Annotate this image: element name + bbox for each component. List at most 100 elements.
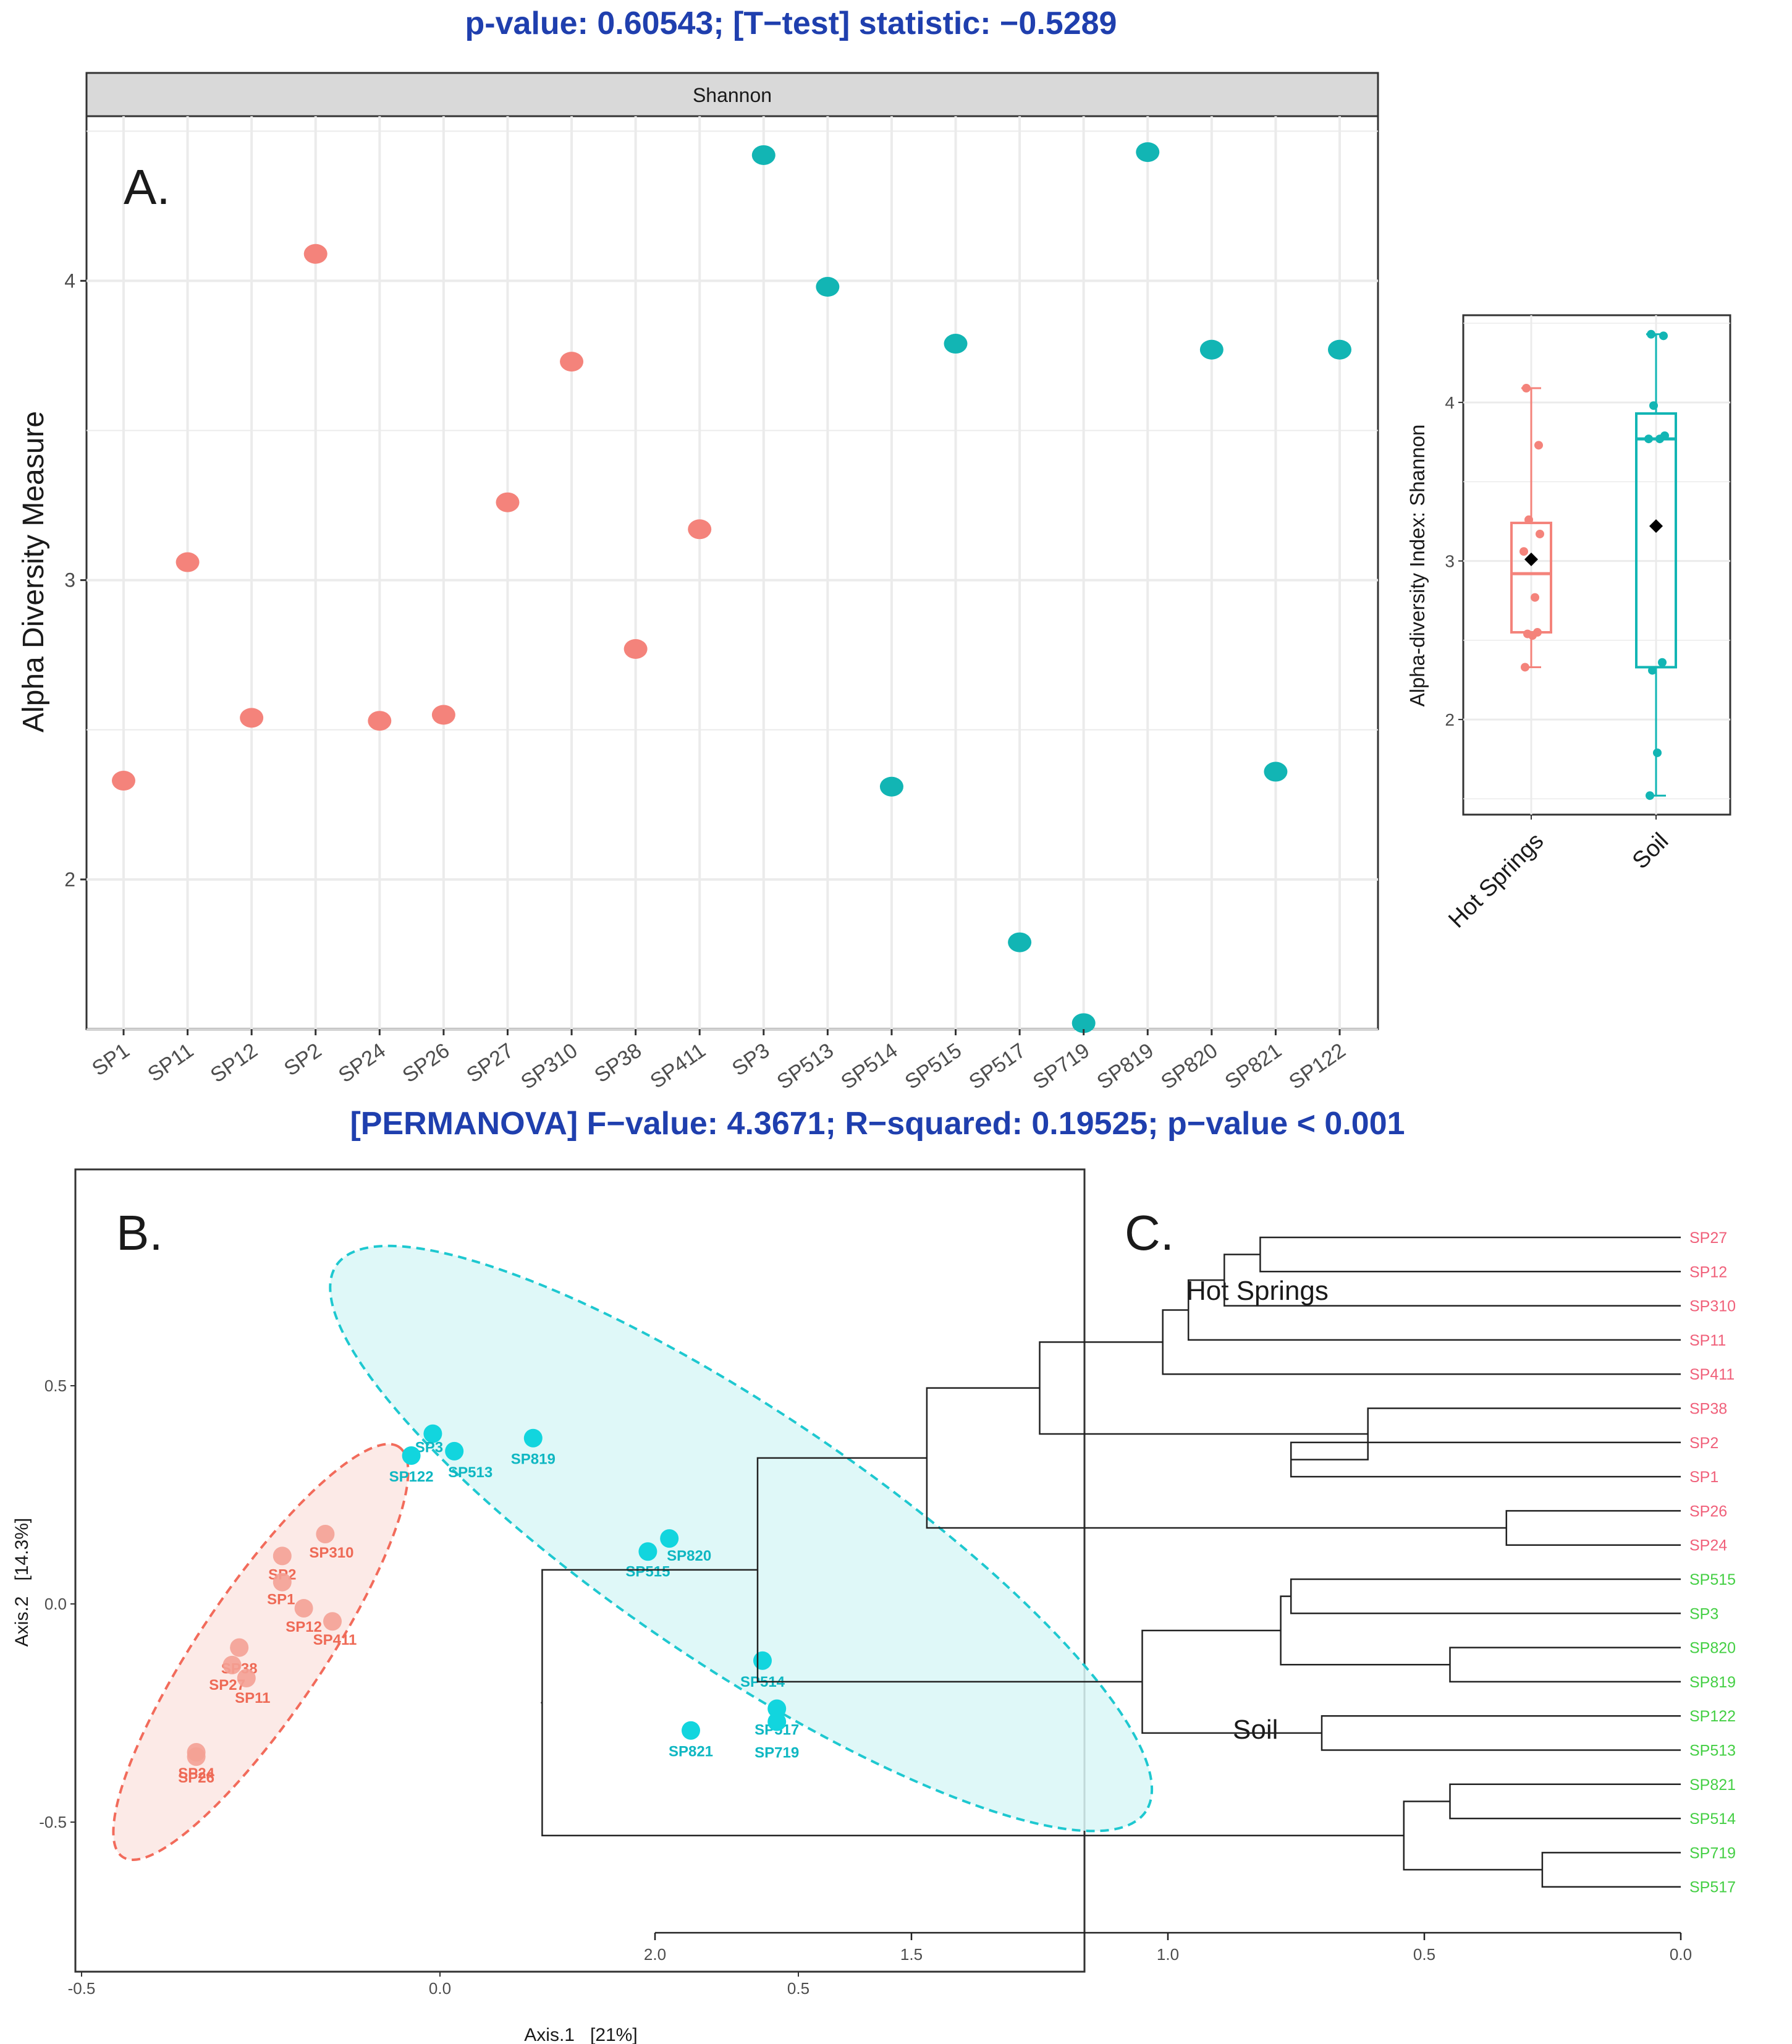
x-tick-label: 0.5 [787,1979,809,1998]
y-tick-label: 4 [64,269,75,292]
x-tick-label: SP514 [837,1038,902,1094]
x-tick-label: SP719 [1029,1038,1094,1094]
point-label: SP26 [178,1770,214,1786]
x-tick-label: SP821 [1221,1038,1286,1094]
dendrogram-link [1403,1800,1542,1871]
data-point [368,711,392,731]
box-point [1522,383,1531,392]
box-point [1519,547,1528,556]
box-point [1649,401,1658,410]
point-label: SP819 [511,1451,556,1468]
box-mean [1649,519,1663,533]
leaf-label: SP27 [1689,1229,1727,1247]
x-tick-label: Hot Springs [1443,828,1549,933]
leaf-label: SP12 [1689,1263,1727,1281]
data-point [431,705,455,725]
panel-c: C. Hot Springs Soil SP27SP12SP310SP11SP4… [541,1205,1736,1964]
point-label: SP513 [448,1464,492,1481]
box-point [1658,658,1667,667]
y-tick-label: 0.0 [44,1595,67,1613]
data-point [767,1699,787,1718]
dendrogram-link [1039,1341,1368,1435]
panel-b: [PERMANOVA] F−value: 4.3671; R−squared: … [12,1106,1405,2044]
y-tick-label: 3 [1445,552,1455,571]
y-tick-label: 4 [1445,393,1455,412]
plot-b-x-ticks: -0.5 0.0 0.5 [68,1972,809,1998]
data-point [751,145,776,165]
dendrogram-link [1449,1783,1681,1820]
point-label: SP11 [235,1690,270,1707]
plot-a-grid [87,116,1378,1030]
box-point [1655,435,1664,444]
leaf-label: SP1 [1689,1469,1718,1486]
box-point [1531,593,1539,602]
y-tick-label: 2 [1445,710,1455,729]
data-point [187,1747,206,1766]
data-point [767,1712,787,1731]
y-tick-label: 2 [64,868,75,891]
panel-box: 2 3 4 Hot Springs Soil Alpha-diversity Inde… [1406,314,1731,933]
data-point [1071,1013,1096,1033]
box-iqr [1635,412,1677,669]
x-tick-label: SP1 [88,1038,133,1080]
axis-tick-label: 1.0 [1157,1945,1179,1964]
x-tick-label: SP12 [206,1038,262,1087]
data-point [423,1424,442,1443]
leaf-label: SP821 [1689,1776,1736,1794]
data-point [273,1572,292,1592]
box-point [1536,529,1544,538]
leaf-label: SP11 [1689,1332,1726,1349]
data-point [879,776,903,797]
leaf-label: SP3 [1689,1605,1718,1622]
x-tick-label: 0.0 [429,1979,451,1998]
x-tick-label: SP11 [143,1038,198,1086]
axis-tick-label: 1.5 [900,1945,923,1964]
dendrogram-link [1321,1715,1681,1751]
point-label: SP515 [625,1563,670,1580]
point-label: SP12 [285,1619,322,1635]
box-point [1521,663,1529,672]
axis-tick-label: 2.0 [644,1945,666,1964]
data-point [638,1542,657,1561]
panel-b-label: B. [116,1205,163,1260]
y-tick-label: 0.5 [44,1376,67,1395]
box-plot-y-ticks: 2 3 4 [1445,393,1463,729]
plot-b-x-label: Axis.1 [21%] [524,2025,637,2044]
box-plot-y-label: Alpha-diversity Index: Shannon [1406,425,1429,707]
x-tick-label: SP24 [334,1038,390,1087]
panel-c-label: C. [1125,1205,1174,1260]
data-point [753,1651,772,1670]
leaf-label: SP515 [1689,1571,1736,1588]
x-tick-label: SP411 [646,1038,709,1093]
point-label: SP820 [667,1548,711,1564]
point-label: SP719 [754,1745,799,1762]
y-tick-label: -0.5 [39,1813,67,1831]
dendrogram-annotation-soil: Soil [1233,1715,1278,1745]
data-point [323,1612,342,1631]
dendrogram-link [1141,1629,1322,1734]
panel-a-label: A. [124,159,171,214]
panel-b-header: [PERMANOVA] F−value: 4.3671; R−squared: … [350,1106,1405,1142]
box-mean [1524,553,1538,567]
data-point [222,1655,242,1674]
data-point [688,519,712,540]
box-point [1648,666,1657,675]
facet-strip [85,72,1379,117]
x-tick-label: SP26 [399,1038,454,1087]
x-tick-label: SP513 [773,1038,838,1094]
data-point [1328,339,1351,360]
point-label: SP1 [267,1592,295,1608]
point-label: SP24 [178,1765,214,1782]
ellipse-soil [329,1244,1154,1833]
leaf-label: SP122 [1689,1708,1736,1725]
data-point [560,352,584,372]
x-tick-label: -0.5 [68,1979,96,1998]
data-point [273,1546,292,1566]
leaf-label: SP411 [1689,1366,1735,1383]
x-tick-label: SP27 [462,1038,518,1087]
leaf-label: SP26 [1689,1503,1727,1520]
dendrogram-link [1162,1309,1681,1375]
data-point [237,1669,256,1688]
